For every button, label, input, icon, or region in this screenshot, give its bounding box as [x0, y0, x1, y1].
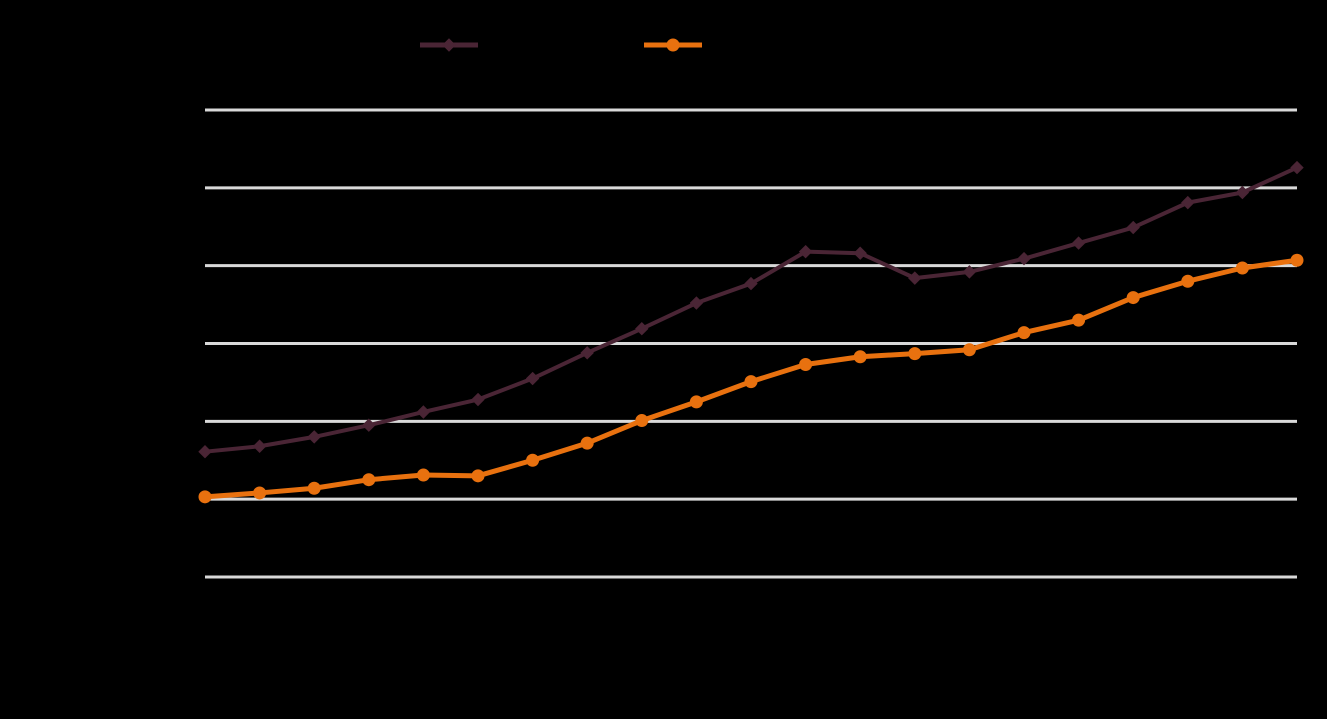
data-point [1072, 313, 1086, 327]
data-point [689, 395, 703, 409]
data-point [1235, 185, 1250, 200]
data-point [744, 276, 758, 291]
data-point [416, 468, 430, 482]
data-point [744, 375, 758, 389]
data-point [908, 347, 922, 361]
data-point [1181, 195, 1195, 210]
data-point [580, 436, 594, 450]
data-point [580, 346, 594, 360]
data-point [307, 481, 321, 495]
data-point [252, 439, 267, 453]
data-point [1126, 220, 1140, 235]
data-point [1017, 326, 1031, 340]
data-point [1181, 274, 1195, 288]
series-line [204, 165, 1298, 454]
data-point [1071, 236, 1086, 250]
data-point [362, 418, 376, 432]
data-point [253, 486, 267, 500]
legend-marker [666, 38, 680, 52]
data-point [198, 490, 212, 504]
data-point [471, 392, 485, 407]
data-point [799, 358, 813, 372]
data-point [1017, 251, 1031, 266]
data-point [362, 473, 376, 487]
data-point [416, 405, 431, 419]
data-point [1290, 253, 1304, 267]
data-point [689, 296, 704, 310]
data-point [1290, 160, 1304, 175]
data-point [908, 271, 922, 285]
data-point [853, 246, 867, 260]
data-point [1126, 291, 1140, 305]
data-point [307, 430, 321, 444]
data-point [198, 444, 212, 459]
data-point [1235, 261, 1249, 275]
data-point [635, 414, 649, 428]
data-point [962, 265, 977, 279]
data-point [962, 343, 976, 357]
data-point [525, 371, 540, 386]
data-point [526, 453, 540, 467]
data-point [471, 469, 485, 483]
legend-marker [442, 38, 456, 52]
data-point [798, 244, 813, 259]
data-point [635, 322, 649, 336]
data-point [853, 350, 867, 364]
